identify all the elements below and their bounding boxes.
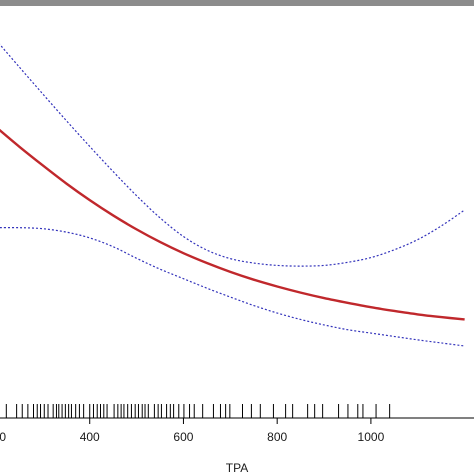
x-tick-label: 1000 [358, 430, 385, 444]
x-tick-label: 800 [267, 430, 287, 444]
x-tick-label: 200 [0, 430, 6, 444]
top-frame-band [0, 0, 474, 6]
x-axis-title: TPA [226, 461, 248, 474]
lower-confidence-band [0, 227, 465, 347]
x-tick-label: 600 [173, 430, 193, 444]
upper-confidence-band [0, 43, 465, 267]
plot-area [0, 43, 465, 347]
rug-plot [5, 404, 391, 418]
fitted-curve [0, 128, 465, 321]
x-axis: 200 400 600 800 1000 [0, 417, 474, 444]
x-tick-label: 400 [80, 430, 100, 444]
